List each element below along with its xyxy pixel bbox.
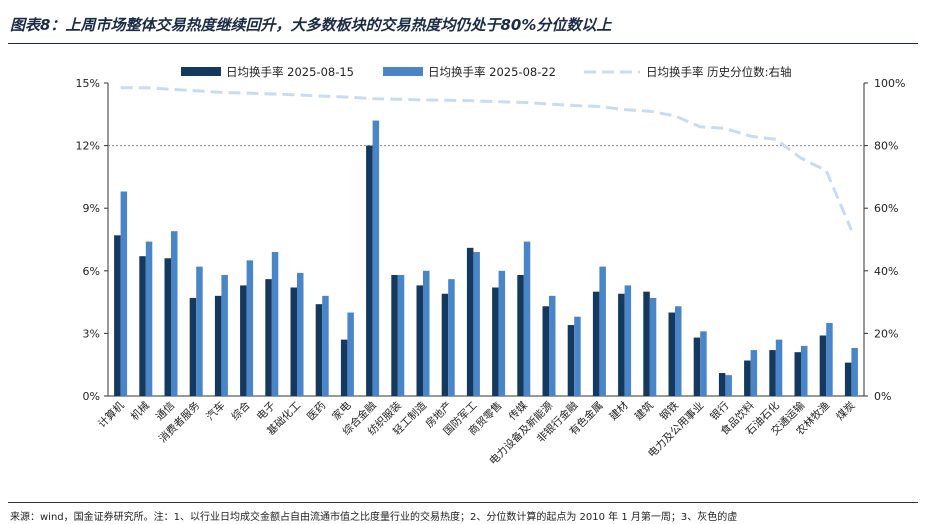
bar xyxy=(397,274,405,396)
bar xyxy=(819,335,827,396)
bar xyxy=(643,291,650,396)
axes: 0% 3% 6% 9% 12% 15% 0% 20% 40% 60% 80% 100% xyxy=(76,77,906,403)
category-label: 医药 xyxy=(305,400,328,423)
legend-swatch xyxy=(383,67,423,76)
bar xyxy=(189,297,197,396)
source-note: 来源：wind，国金证券研究所。注：1、以行业日均成交金额占自由流通市值之比度量… xyxy=(10,512,738,523)
category-label: 综合 xyxy=(229,399,253,423)
legend-label: 日均换手率 历史分位数:右轴 xyxy=(646,65,792,79)
bar xyxy=(265,279,272,396)
bar xyxy=(416,285,423,396)
bar xyxy=(599,266,606,396)
legend-label: 日均换手率 2025-08-22 xyxy=(428,65,556,79)
turnover-chart: 日均换手率 2025-08-15 日均换手率 2025-08-22 日均换手率 历史… xyxy=(76,65,906,468)
bar xyxy=(592,291,600,396)
bar xyxy=(372,120,380,396)
bar xyxy=(322,295,329,396)
y-right-tick-label: 100% xyxy=(874,77,905,90)
percentile-line-group xyxy=(120,86,853,231)
bar xyxy=(214,295,222,396)
bar xyxy=(718,373,726,396)
footer-divider xyxy=(8,502,918,503)
category-label: 建材 xyxy=(607,399,631,423)
bar xyxy=(145,241,153,396)
bar xyxy=(744,360,751,396)
legend: 日均换手率 2025-08-15 日均换手率 2025-08-22 日均换手率 历史… xyxy=(181,65,792,79)
y-left-tick-label: 12% xyxy=(76,140,100,153)
bar xyxy=(340,339,348,396)
bar xyxy=(297,272,304,396)
bar xyxy=(826,322,833,396)
bar xyxy=(498,270,506,396)
bar xyxy=(844,362,852,396)
bar xyxy=(769,350,776,396)
y-left-tick-label: 9% xyxy=(83,202,100,215)
bar xyxy=(139,256,146,396)
percentile-line xyxy=(120,86,853,231)
bar xyxy=(624,285,632,396)
y-right-tick-label: 60% xyxy=(874,202,898,215)
bar xyxy=(851,348,858,396)
bar xyxy=(492,287,499,396)
bar xyxy=(775,339,783,396)
bar xyxy=(794,352,801,396)
bar xyxy=(448,279,455,396)
bar xyxy=(675,306,682,396)
bar xyxy=(473,252,480,396)
bar xyxy=(725,375,732,396)
legend-swatch xyxy=(181,67,221,76)
bar xyxy=(221,274,228,396)
title-divider xyxy=(8,43,918,44)
bar xyxy=(542,306,549,396)
bar xyxy=(649,297,657,396)
bar xyxy=(366,145,373,396)
y-left-tick-label: 6% xyxy=(83,265,100,278)
bar xyxy=(618,293,625,396)
bar xyxy=(271,252,279,396)
y-right-tick-label: 0% xyxy=(874,390,891,403)
bar xyxy=(120,191,128,396)
bar xyxy=(693,337,701,396)
bar xyxy=(801,345,808,396)
bar-group xyxy=(114,120,858,396)
bar xyxy=(114,235,121,396)
bar xyxy=(567,325,575,396)
bar xyxy=(466,247,474,396)
bar xyxy=(750,350,758,396)
category-label: 煤炭 xyxy=(833,399,857,423)
category-label: 建筑 xyxy=(632,399,656,423)
category-label: 汽车 xyxy=(203,399,227,423)
legend-label: 日均换手率 2025-08-15 xyxy=(226,65,354,79)
bar xyxy=(668,312,675,396)
bar xyxy=(517,274,524,396)
bar xyxy=(290,287,297,396)
y-right-tick-label: 80% xyxy=(874,140,898,153)
bar xyxy=(441,293,449,396)
bar xyxy=(391,274,398,396)
bar xyxy=(246,260,254,396)
bar xyxy=(549,295,556,396)
bar xyxy=(347,312,354,396)
y-left-tick-label: 3% xyxy=(83,327,100,340)
bar xyxy=(523,241,531,396)
bar xyxy=(171,231,178,396)
bar xyxy=(574,316,581,396)
y-right-tick-label: 20% xyxy=(874,327,898,340)
y-left-tick-label: 0% xyxy=(83,390,100,403)
bar xyxy=(240,285,247,396)
y-right-tick-label: 40% xyxy=(874,265,898,278)
bar xyxy=(315,304,323,396)
chart-title: 图表8：上周市场整体交易热度继续回升，大多数板块的交易热度均仍处于80%分位数以… xyxy=(10,16,612,34)
bar xyxy=(196,266,203,396)
category-label: 计算机 xyxy=(95,399,127,431)
bar xyxy=(423,270,430,396)
y-left-tick-label: 15% xyxy=(76,77,100,90)
bar xyxy=(700,331,707,396)
category-label: 机械 xyxy=(128,399,152,423)
bar xyxy=(164,258,171,396)
